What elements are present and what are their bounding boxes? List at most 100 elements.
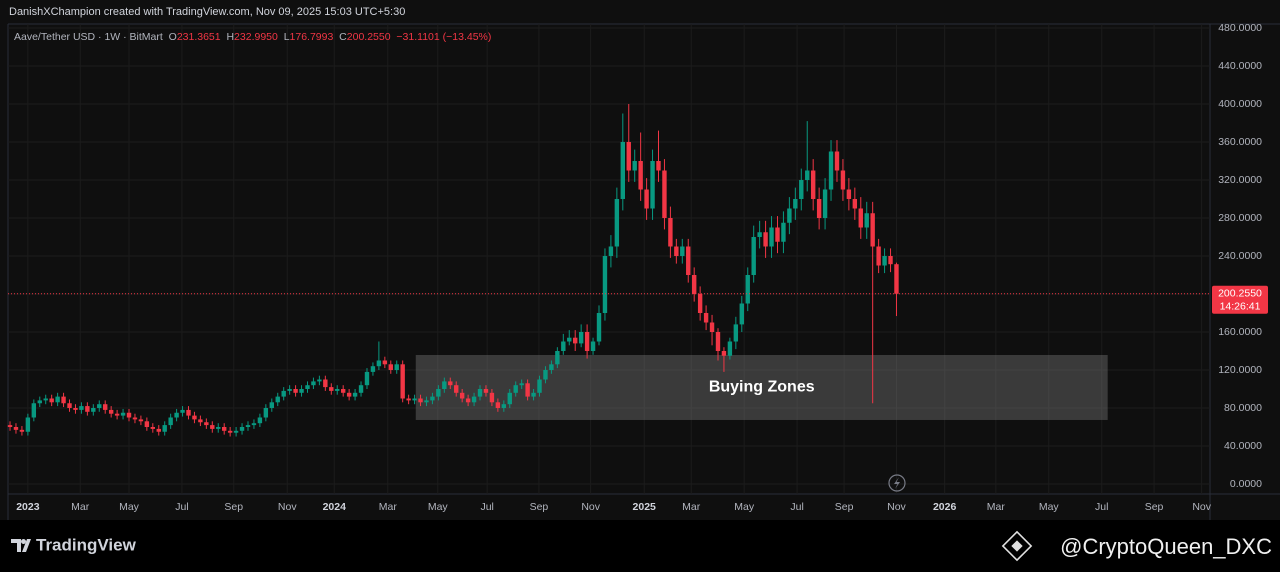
candle-body <box>894 264 899 294</box>
last-price-label: 200.2550 <box>1218 288 1262 300</box>
candle-body <box>73 408 78 410</box>
candle-body <box>174 412 179 418</box>
candle-body <box>703 313 709 323</box>
legend: Aave/Tether USD · 1W · BitMart O231.3651… <box>14 31 491 43</box>
h-label: H <box>226 31 235 43</box>
candle-body <box>394 364 399 370</box>
candle-body <box>477 389 483 397</box>
candle-body <box>323 379 328 388</box>
candle-body <box>156 428 161 432</box>
candle-body <box>91 408 96 412</box>
candle-body <box>49 398 54 403</box>
candle-body <box>210 425 215 429</box>
candle-body <box>543 370 548 380</box>
candle-body <box>644 189 649 209</box>
candle-body <box>43 398 48 401</box>
candle-body <box>412 398 417 401</box>
x-tick-label: Mar <box>71 501 90 513</box>
candle-body <box>97 404 102 408</box>
y-tick-label: 120.0000 <box>1218 364 1262 376</box>
change: −31.1101 (−13.45%) <box>396 31 492 43</box>
x-tick-label: Sep <box>224 501 243 513</box>
o-value: 231.3651 <box>176 31 221 43</box>
candle-body <box>251 423 257 426</box>
candle-body <box>632 161 637 171</box>
candle-body <box>281 390 286 397</box>
candle-body <box>275 396 280 403</box>
candle-body <box>61 396 66 404</box>
candle-body <box>227 430 233 433</box>
candle-body <box>846 189 852 199</box>
candle-body <box>352 392 358 397</box>
x-tick-label: May <box>119 501 140 513</box>
candle-body <box>852 199 858 209</box>
candle-body <box>567 337 572 342</box>
x-tick-label: Jul <box>1095 501 1108 513</box>
candle-body <box>67 403 72 408</box>
x-tick-label: Mar <box>379 501 398 513</box>
candle-body <box>406 398 411 401</box>
y-tick-label: 280.0000 <box>1218 212 1262 224</box>
candle-body <box>870 213 875 247</box>
candle-body <box>834 151 840 171</box>
candle-body <box>471 396 477 403</box>
countdown: 14:26:41 <box>1220 301 1261 313</box>
candle-body <box>727 341 733 356</box>
zone-layer: Buying Zones <box>415 354 1108 420</box>
candle-body <box>816 199 822 218</box>
candle-body <box>555 351 560 365</box>
candle-body <box>745 275 750 304</box>
candle-body <box>810 170 816 199</box>
candle-body <box>489 392 495 403</box>
candle-body <box>650 161 655 209</box>
candle-body <box>317 379 322 382</box>
candle-body <box>204 422 209 426</box>
candle-body <box>775 227 780 242</box>
candle-body <box>733 324 739 342</box>
x-tick-label: Nov <box>581 501 600 513</box>
x-tick-label: Sep <box>835 501 854 513</box>
candle-body <box>120 412 126 416</box>
candle-body <box>108 409 114 414</box>
candle-body <box>454 385 459 393</box>
candle-body <box>793 199 798 209</box>
candle-body <box>757 232 762 237</box>
candle-body <box>340 389 346 393</box>
candle-body <box>507 392 512 405</box>
candle-body <box>162 425 167 432</box>
candle-body <box>525 383 530 397</box>
y-tick-label: 480.0000 <box>1218 22 1262 34</box>
candle-body <box>668 218 673 247</box>
candle-body <box>578 332 584 344</box>
candle-body <box>739 303 744 325</box>
candle-body <box>638 161 643 190</box>
candle-body <box>13 427 19 430</box>
footer-bar <box>0 520 1280 572</box>
x-tick-label: Jul <box>480 501 493 513</box>
candle-body <box>299 389 304 393</box>
candle-body <box>257 417 263 424</box>
candle-body <box>519 383 524 386</box>
x-tick-label: May <box>734 501 755 513</box>
x-tick-label: 2024 <box>323 501 347 513</box>
candle-body <box>263 408 269 418</box>
candle-body <box>126 412 132 418</box>
candle-body <box>79 406 84 410</box>
candle-body <box>751 237 756 275</box>
x-tick-label: Mar <box>682 501 701 513</box>
candle-body <box>31 403 37 418</box>
candle-body <box>19 429 25 432</box>
x-tick-label: 2026 <box>933 501 957 513</box>
candle-body <box>305 385 310 389</box>
credit: DanishXChampion created with TradingView… <box>9 6 406 18</box>
candle-body <box>828 151 834 190</box>
x-tick-label: Nov <box>1192 501 1211 513</box>
candle-body <box>465 398 471 403</box>
candle-body <box>769 227 774 247</box>
x-tick-label: Jul <box>790 501 803 513</box>
candle-body <box>144 421 150 427</box>
candle-body <box>311 381 316 386</box>
lightning-icon <box>888 474 906 492</box>
candle-body <box>216 427 221 429</box>
